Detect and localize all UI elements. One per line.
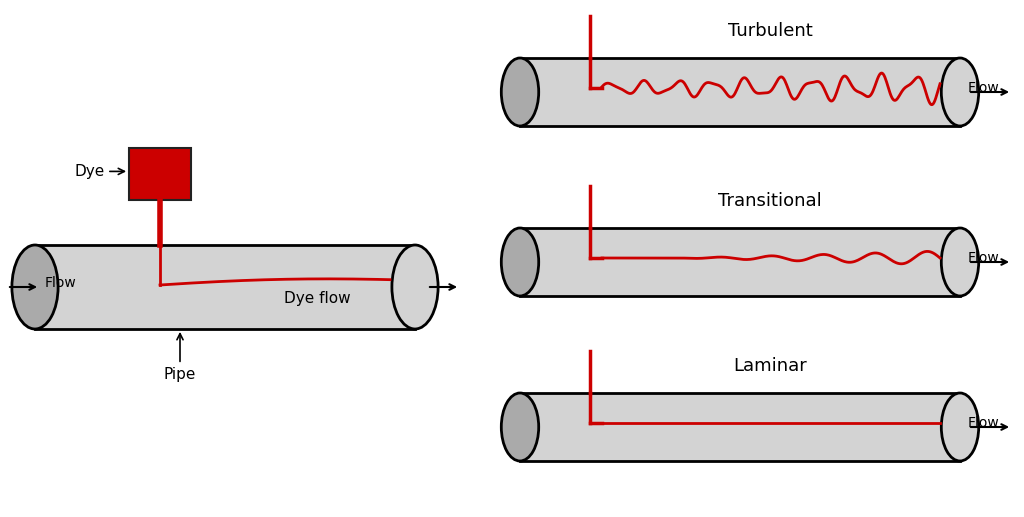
Bar xyxy=(520,228,961,296)
Text: Dye flow: Dye flow xyxy=(285,292,351,307)
Text: Laminar: Laminar xyxy=(733,357,807,375)
Ellipse shape xyxy=(502,393,539,461)
Ellipse shape xyxy=(941,393,979,461)
Bar xyxy=(35,245,415,329)
Text: Pipe: Pipe xyxy=(164,333,197,382)
Text: Flow: Flow xyxy=(45,276,77,290)
Ellipse shape xyxy=(12,245,58,329)
Text: Flow: Flow xyxy=(968,251,999,265)
Ellipse shape xyxy=(502,58,539,126)
Ellipse shape xyxy=(502,228,539,296)
Text: Transitional: Transitional xyxy=(718,192,822,210)
Bar xyxy=(520,58,961,126)
Text: Dye: Dye xyxy=(74,164,124,179)
Text: Flow: Flow xyxy=(968,81,999,95)
Text: Turbulent: Turbulent xyxy=(728,22,812,40)
Bar xyxy=(520,393,961,461)
Ellipse shape xyxy=(941,228,979,296)
Ellipse shape xyxy=(392,245,438,329)
Bar xyxy=(129,148,191,200)
Ellipse shape xyxy=(941,58,979,126)
Text: Flow: Flow xyxy=(968,416,999,430)
